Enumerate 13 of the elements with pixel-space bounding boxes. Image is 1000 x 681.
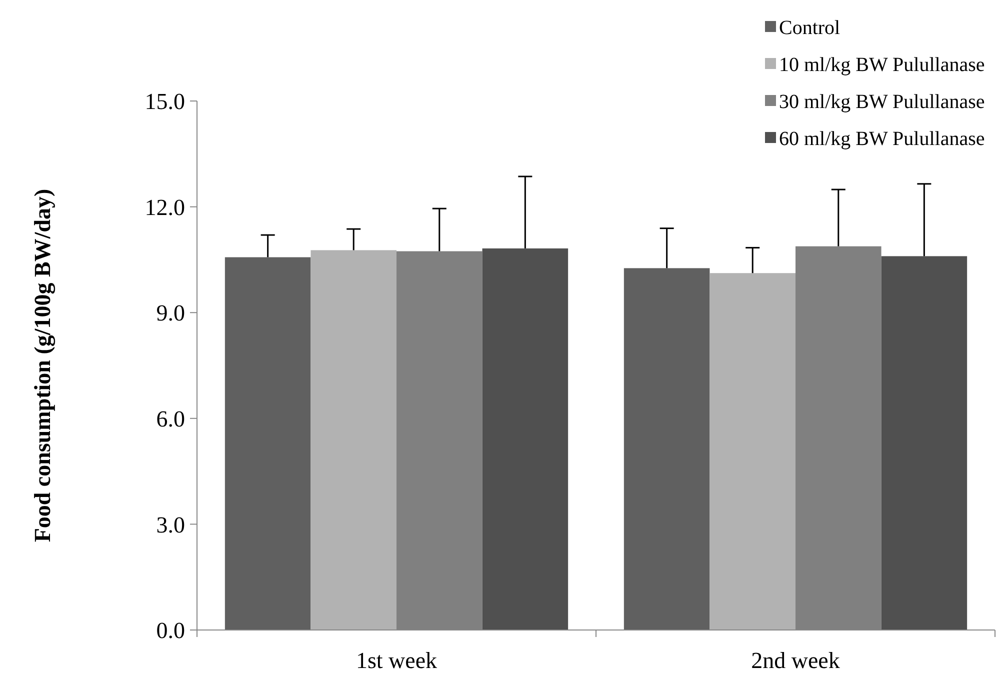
y-tick-label: 15.0	[144, 89, 185, 114]
legend-label: Control	[779, 17, 841, 39]
legend-label: 60 ml/kg BW Pulullanase	[779, 128, 985, 150]
legend-label: 30 ml/kg BW Pulullanase	[779, 91, 985, 113]
x-tick-label: 1st week	[356, 648, 438, 673]
legend-label: 10 ml/kg BW Pulullanase	[779, 54, 985, 76]
y-axis-title: Food consumption (g/100g BW/day)	[30, 188, 56, 542]
x-tick-label: 2nd week	[751, 648, 840, 673]
y-tick-label: 3.0	[156, 512, 185, 538]
y-tick-label: 12.0	[144, 194, 185, 220]
y-tick-label: 0.0	[156, 618, 185, 644]
y-tick-label: 6.0	[156, 406, 185, 432]
y-tick-label: 9.0	[156, 300, 185, 326]
